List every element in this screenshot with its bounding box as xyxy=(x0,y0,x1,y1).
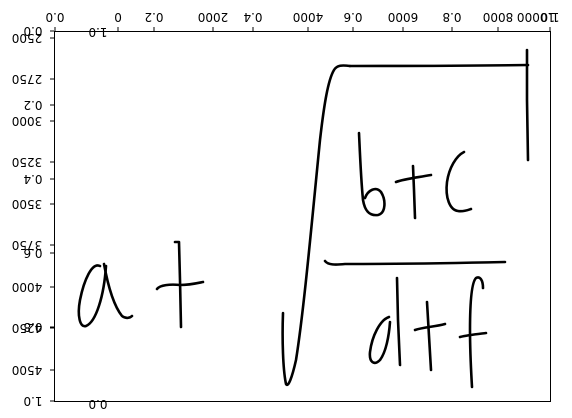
y-pixel-tick-labels: 2500 2750 3000 3250 3500 3750 4000 4250 … xyxy=(12,31,43,377)
y-fraction-tick-labels: 0.0 0.2 0.4 0.6 0.8 1.0 xyxy=(23,24,42,408)
y-pixel-tick-label: 4000 xyxy=(12,280,43,294)
letter-f-cross xyxy=(458,331,488,339)
y-pixel-tick-label: 2750 xyxy=(12,72,43,86)
letter-d-stem xyxy=(395,276,402,367)
letter-d-bowl xyxy=(368,315,392,365)
x-pixel-tick-label: 2000 xyxy=(198,10,229,24)
y-pixel-tick-label: 3750 xyxy=(12,238,43,252)
fraction-bar xyxy=(323,259,507,266)
sqrt-right-tick xyxy=(525,48,530,162)
sqrt-sign xyxy=(281,64,352,387)
y-pixel-tick-label: 3500 xyxy=(12,197,43,211)
x-pixel-tick-label: 6000 xyxy=(388,10,419,24)
handwriting-strokes xyxy=(77,48,530,389)
plus-vertical-num xyxy=(411,164,417,220)
x-axis-ticks xyxy=(54,27,551,31)
stray-label: 0.0 xyxy=(88,397,107,411)
sqrt-bar xyxy=(348,63,530,68)
y-pixel-tick-label: 2500 xyxy=(12,31,43,45)
plus-vertical-den xyxy=(425,300,433,372)
x-pixel-tick-label: 0 xyxy=(114,10,122,24)
letter-a-tail xyxy=(102,262,134,320)
plus-horizontal-num xyxy=(394,173,433,184)
x-tick-label: 0.4 xyxy=(243,10,262,24)
x-pixel-tick-label: 10000 xyxy=(517,10,555,24)
y-tick-label: 0.6 xyxy=(23,246,42,260)
x-pixel-tick-labels: 0 2000 4000 6000 8000 10000 xyxy=(114,10,555,24)
x-tick-label: 0.0 xyxy=(45,10,64,24)
y-tick-label: 0.0 xyxy=(23,24,42,38)
y-tick-label: 0.8 xyxy=(23,320,42,334)
stray-label: 1.0 xyxy=(88,25,107,39)
y-axis-ticks xyxy=(50,30,54,402)
x-tick-label: 0.2 xyxy=(144,10,163,24)
y-pixel-tick-label: 4250 xyxy=(12,321,43,335)
x-pixel-tick-label: 8000 xyxy=(483,10,514,24)
y-tick-label: 0.2 xyxy=(23,98,42,112)
plus-horizontal-left xyxy=(155,280,205,291)
plot-frame xyxy=(54,31,551,402)
letter-b xyxy=(357,131,386,217)
letter-f-stem xyxy=(468,276,485,389)
plus-vertical-left xyxy=(173,240,183,329)
y-tick-label: 0.4 xyxy=(23,172,42,186)
y-pixel-tick-label: 4500 xyxy=(12,363,43,377)
letter-c xyxy=(445,150,473,213)
y-pixel-tick-label: 3250 xyxy=(12,155,43,169)
x-tick-label: 1.0 xyxy=(540,10,559,24)
x-tick-label: 0.8 xyxy=(442,10,461,24)
x-tick-label: 0.6 xyxy=(343,10,362,24)
plus-horizontal-den xyxy=(413,322,447,332)
letter-a-loop xyxy=(77,264,108,328)
x-fraction-tick-labels: 0.0 0.2 0.4 0.6 0.8 1.0 xyxy=(45,10,559,24)
y-pixel-tick-label: 3000 xyxy=(12,114,43,128)
y-tick-label: 1.0 xyxy=(23,394,42,408)
x-pixel-tick-label: 4000 xyxy=(293,10,324,24)
